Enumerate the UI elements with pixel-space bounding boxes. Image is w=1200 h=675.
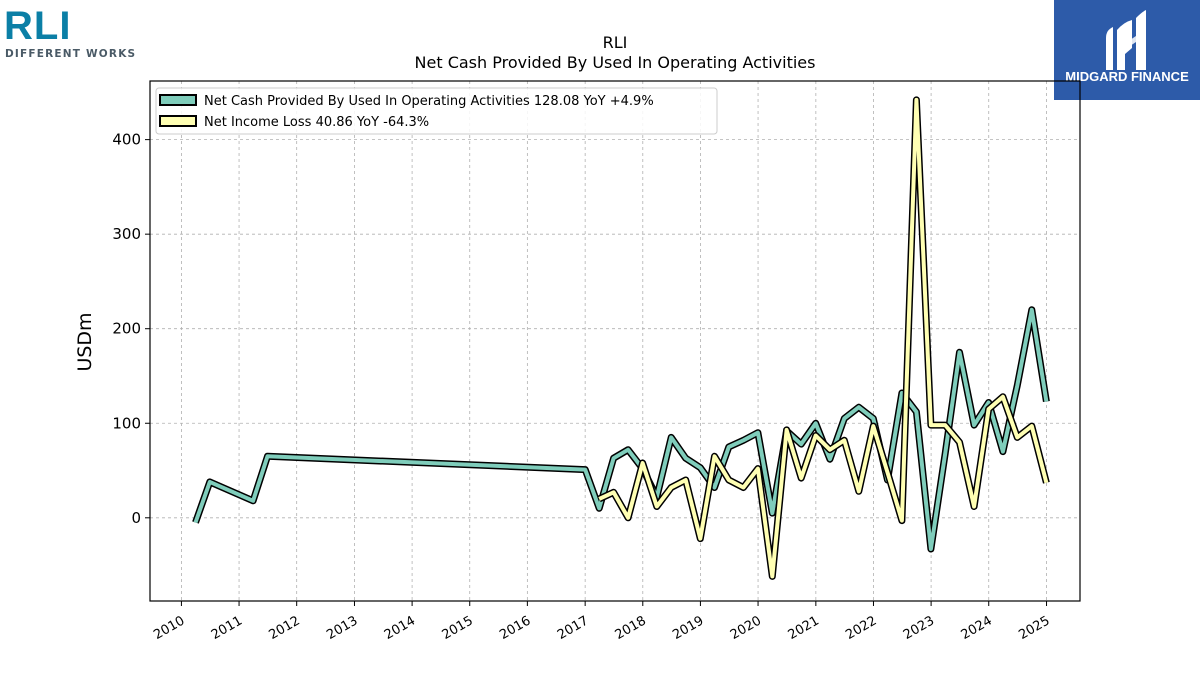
- x-tick-label: 2011: [209, 613, 245, 643]
- x-tick-label: 2015: [440, 613, 476, 643]
- x-tick-label: 2023: [901, 613, 937, 643]
- x-tick-label: 2013: [324, 613, 360, 643]
- x-tick-label: 2022: [843, 613, 879, 643]
- x-tick-label: 2025: [1016, 613, 1052, 643]
- company-logo: RLI DIFFERENT WORKS: [4, 4, 136, 60]
- y-axis-label: USDm: [74, 312, 96, 371]
- y-axis: 0 100 200 300 400: [112, 131, 150, 527]
- legend-swatch: [159, 115, 197, 127]
- publisher-emblem-icon: [1106, 10, 1146, 70]
- publisher-logo: MIDGARD FINANCE: [1054, 0, 1200, 100]
- company-logo-text: RLI: [4, 4, 71, 48]
- x-tick-label: 2021: [786, 613, 822, 643]
- legend: Net Cash Provided By Used In Operating A…: [155, 87, 718, 135]
- x-tick-label: 2014: [382, 613, 418, 643]
- chart-subtitle: Net Cash Provided By Used In Operating A…: [415, 53, 816, 72]
- legend-label: Net Cash Provided By Used In Operating A…: [204, 94, 654, 109]
- x-tick-label: 2019: [670, 613, 706, 643]
- legend-label: Net Income Loss 40.86 YoY -64.3%: [204, 115, 429, 130]
- x-tick-label: 2016: [497, 613, 533, 643]
- plot-area: [149, 80, 1081, 602]
- legend-swatch: [159, 94, 197, 106]
- y-tick-label: 0: [131, 509, 141, 527]
- y-tick-label: 100: [112, 414, 141, 432]
- x-axis: 2010 2011 2012 2013 2014 2015 2016 2017 2018 2019…: [151, 601, 1053, 643]
- series-line-1: [193, 307, 1049, 551]
- chart-title: RLI: [603, 33, 628, 52]
- company-tagline: DIFFERENT WORKS: [5, 48, 136, 60]
- legend-box: [155, 87, 718, 135]
- x-tick-label: 2012: [267, 613, 303, 643]
- series-line-2: [598, 97, 1049, 579]
- series-outline-2: [597, 96, 1050, 580]
- x-tick-label: 2017: [555, 613, 591, 643]
- x-tick-label: 2010: [151, 613, 187, 643]
- y-tick-label: 200: [112, 320, 141, 338]
- x-tick-label: 2018: [613, 613, 649, 643]
- x-tick-label: 2020: [728, 613, 764, 643]
- publisher-logo-graphic: MIDGARD FINANCE: [1065, 10, 1189, 84]
- x-tick-label: 2024: [959, 613, 995, 643]
- y-tick-label: 400: [112, 131, 141, 149]
- publisher-logo-text: MIDGARD FINANCE: [1065, 69, 1189, 84]
- series-layer: [192, 96, 1050, 580]
- grid: [150, 81, 1080, 601]
- y-tick-label: 300: [112, 225, 141, 243]
